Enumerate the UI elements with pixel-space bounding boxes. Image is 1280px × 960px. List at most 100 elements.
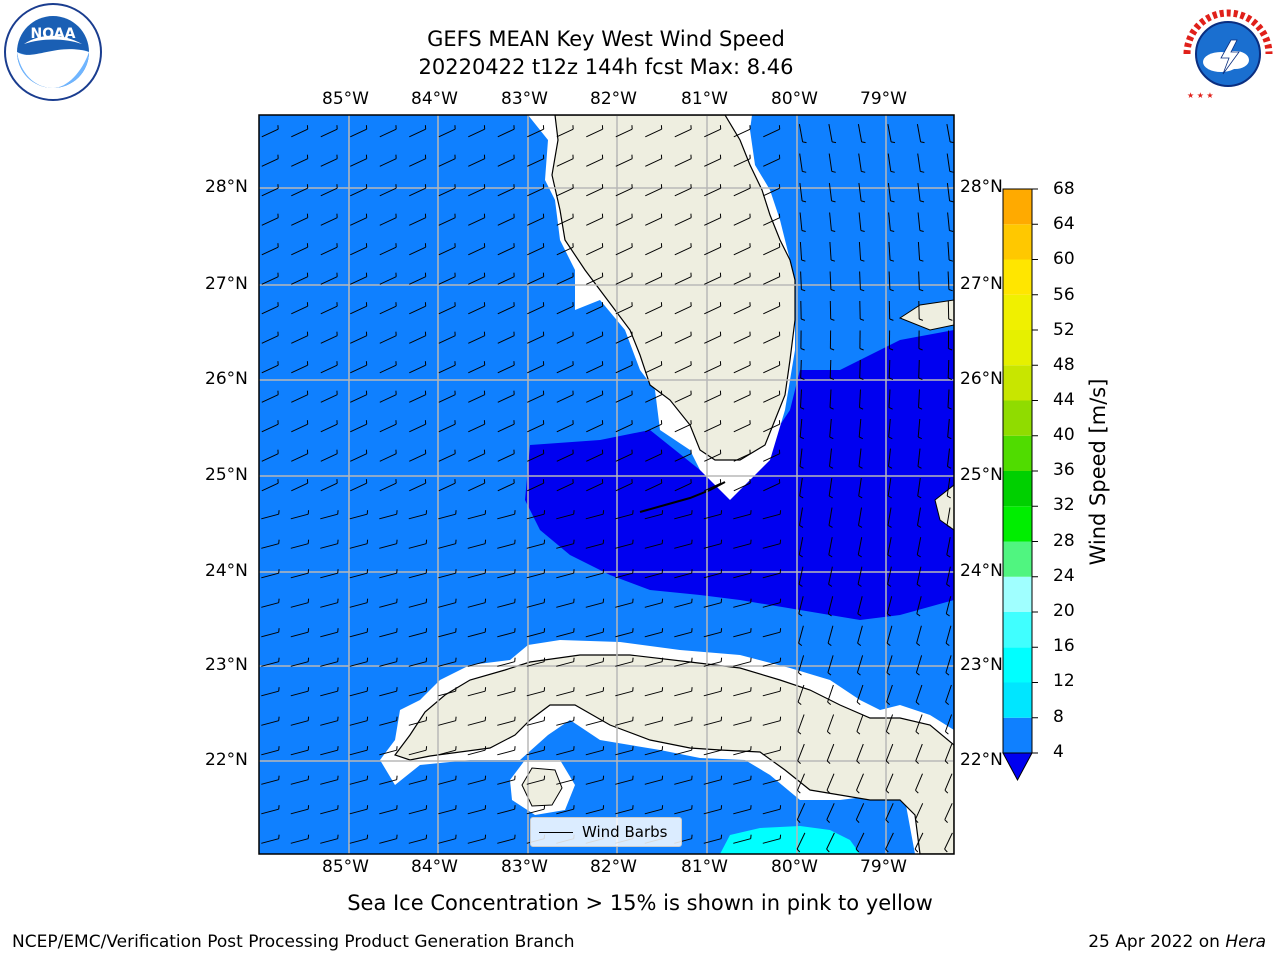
wind-barb bbox=[320, 394, 338, 403]
wind-barb bbox=[350, 276, 367, 285]
wind-barb-flag bbox=[946, 554, 951, 558]
wind-barb-flag bbox=[860, 318, 865, 321]
wind-barb bbox=[859, 389, 861, 408]
wind-barb-flag bbox=[801, 318, 806, 321]
wind-barb bbox=[379, 661, 397, 667]
wind-barb bbox=[733, 572, 751, 579]
wind-barb bbox=[350, 128, 367, 138]
lat-label-right: 26°N bbox=[960, 369, 1003, 389]
wind-barb-flag bbox=[919, 289, 924, 292]
wind-barb bbox=[526, 720, 545, 726]
wind-barb bbox=[586, 335, 603, 344]
wind-barb bbox=[290, 779, 309, 785]
wind-barb-flag bbox=[888, 436, 893, 440]
wind-barb bbox=[320, 187, 338, 197]
wind-barb bbox=[586, 276, 603, 285]
wind-barb bbox=[615, 779, 633, 785]
colorbar-tick: 24 bbox=[1053, 566, 1075, 586]
machine-name: Hera bbox=[1225, 932, 1266, 952]
wind-barb-flag bbox=[797, 760, 801, 764]
wind-barb bbox=[615, 631, 633, 638]
wind-barb bbox=[857, 566, 863, 585]
wind-barb bbox=[468, 423, 485, 433]
wind-barb bbox=[468, 158, 485, 167]
wind-barb bbox=[858, 183, 862, 201]
wind-barb-flag bbox=[860, 259, 865, 262]
wind-barb bbox=[467, 838, 486, 844]
wind-barb bbox=[855, 832, 865, 850]
wind-barb bbox=[349, 808, 368, 815]
wind-barb bbox=[800, 271, 802, 290]
wind-barb-flag bbox=[859, 348, 864, 351]
wind-barb bbox=[585, 572, 604, 579]
wind-barb-flag bbox=[914, 848, 919, 853]
wind-barb bbox=[438, 305, 456, 315]
wind-barb bbox=[733, 482, 751, 492]
wind-barb bbox=[674, 423, 692, 433]
wind-barb bbox=[733, 453, 751, 462]
wind-barb-legend-icon bbox=[539, 831, 573, 833]
colorbar bbox=[1002, 188, 1038, 782]
wind-barb bbox=[438, 572, 456, 579]
wind-barb-flag bbox=[800, 377, 805, 381]
wind-barb bbox=[585, 779, 604, 785]
wind-barb bbox=[408, 661, 427, 667]
wind-barb-flag bbox=[891, 141, 896, 144]
wind-barb bbox=[762, 572, 781, 579]
wind-barb bbox=[585, 808, 604, 815]
wind-barb bbox=[438, 423, 456, 433]
lon-label-bottom: 80°W bbox=[771, 857, 818, 877]
wind-barb bbox=[497, 543, 515, 549]
wind-barb bbox=[674, 276, 692, 285]
wind-barb bbox=[320, 158, 338, 167]
wind-barb bbox=[704, 364, 721, 374]
wind-barb bbox=[379, 779, 397, 785]
wind-barb-flag bbox=[830, 289, 835, 292]
wind-barb bbox=[886, 625, 893, 644]
wind-barb bbox=[615, 690, 633, 697]
wind-barb bbox=[917, 241, 921, 261]
wind-barb bbox=[615, 720, 633, 726]
wind-barb bbox=[586, 246, 603, 256]
wind-barb bbox=[644, 749, 663, 756]
wind-barb bbox=[799, 153, 803, 172]
wind-barb-flag bbox=[828, 583, 833, 587]
wind-barb-flag bbox=[946, 613, 950, 617]
wind-barb bbox=[350, 482, 367, 492]
wind-barb bbox=[674, 513, 692, 520]
wind-barb bbox=[856, 743, 864, 762]
wind-barb bbox=[826, 803, 835, 820]
wind-barb bbox=[704, 276, 721, 285]
wind-barb bbox=[527, 364, 544, 374]
wind-barb bbox=[799, 478, 803, 496]
wind-barb bbox=[349, 513, 368, 520]
wind-barb-flag bbox=[827, 642, 832, 646]
wind-barb bbox=[320, 749, 338, 756]
colorbar-segment bbox=[1003, 400, 1032, 436]
wind-barb bbox=[887, 507, 892, 526]
wind-barb bbox=[644, 779, 663, 785]
wind-below-4-region bbox=[525, 330, 954, 620]
wind-barb bbox=[946, 507, 951, 526]
wind-barb bbox=[467, 513, 486, 520]
wind-barb-flag bbox=[949, 230, 954, 232]
wind-barb bbox=[527, 453, 544, 462]
wind-barb bbox=[856, 714, 864, 732]
wind-barb bbox=[763, 217, 780, 226]
wind-barb bbox=[379, 482, 397, 492]
colorbar-tick: 48 bbox=[1053, 355, 1075, 375]
wind-barb bbox=[468, 394, 485, 403]
wind-barb-flag bbox=[944, 819, 948, 823]
wind-barb-flag bbox=[889, 348, 894, 351]
wind-barb bbox=[526, 631, 545, 638]
wind-barb bbox=[497, 572, 515, 579]
wind-barb-flag bbox=[857, 613, 862, 617]
wind-barb bbox=[859, 359, 861, 379]
wind-barb bbox=[379, 690, 397, 697]
wind-barb bbox=[349, 661, 368, 667]
wind-barb bbox=[497, 187, 515, 197]
lat-label-right: 23°N bbox=[960, 655, 1003, 675]
wind-barb bbox=[261, 661, 279, 667]
wind-barb bbox=[556, 187, 574, 197]
wind-barb bbox=[946, 124, 951, 142]
